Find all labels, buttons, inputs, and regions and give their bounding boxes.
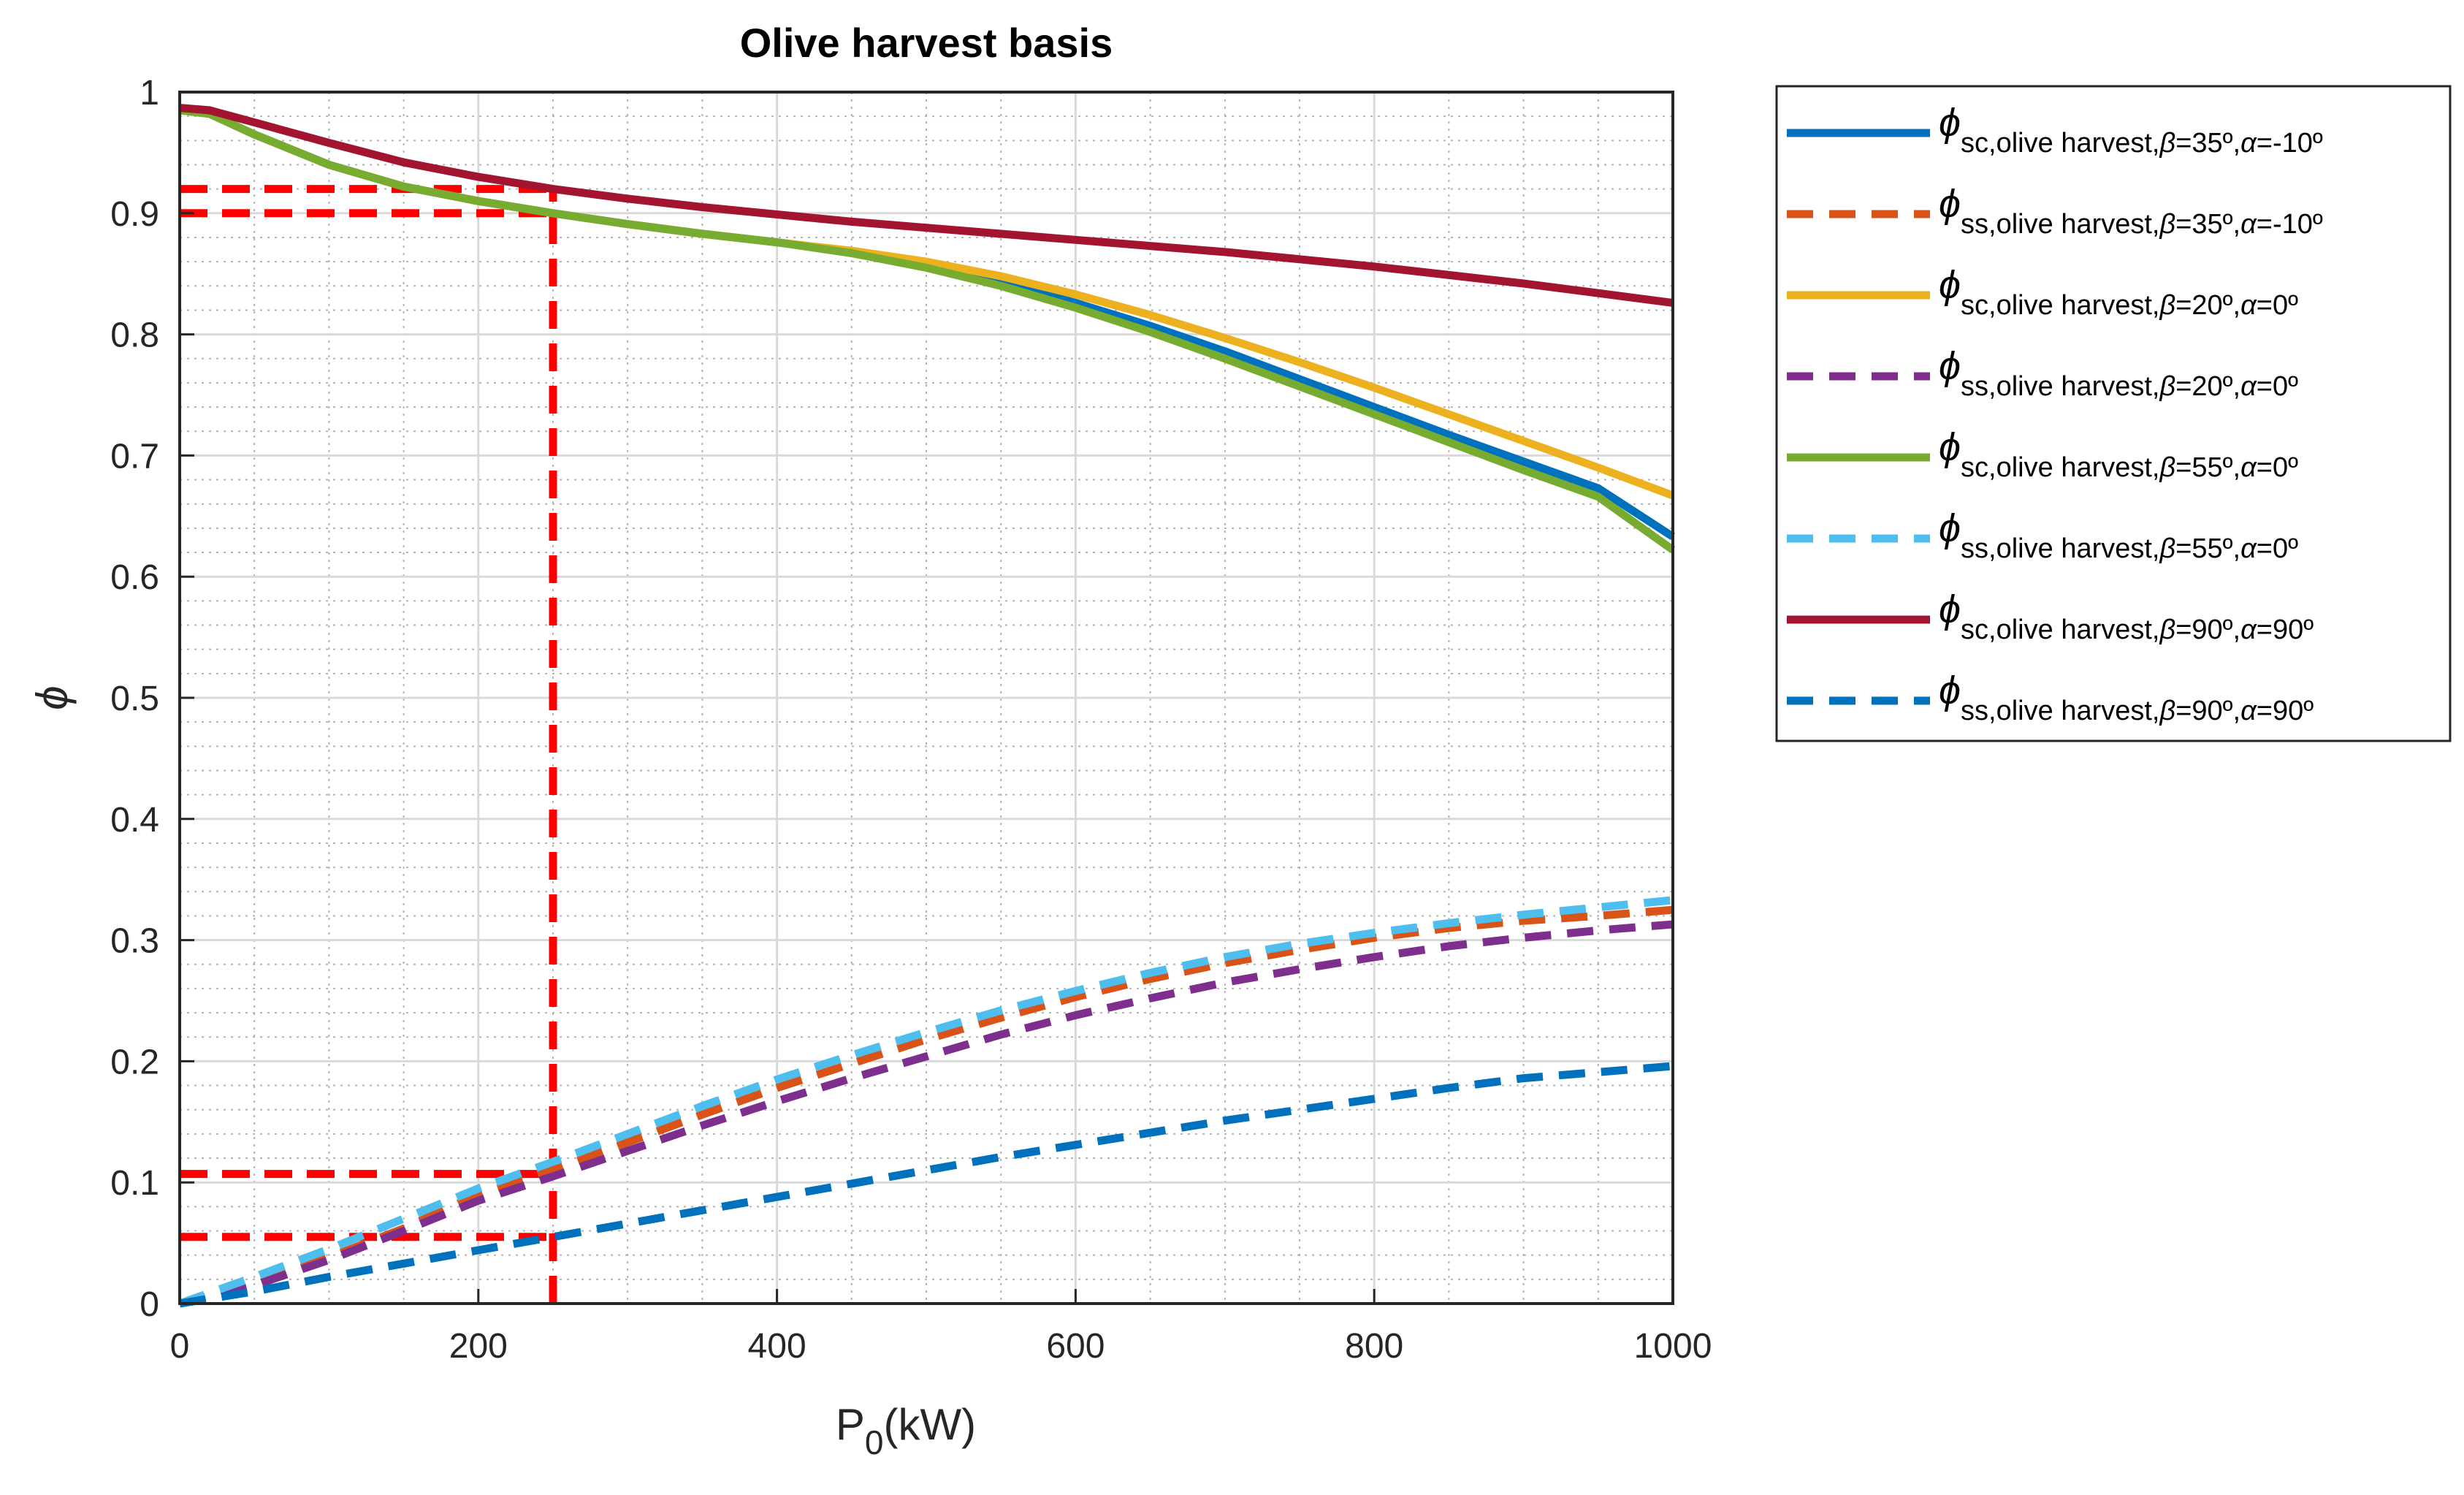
x-tick-label: 600	[1046, 1327, 1105, 1366]
y-tick-label: 0.6	[110, 558, 159, 597]
reference-lines	[180, 185, 557, 1304]
legend: ϕsc,olive harvest,β=35º,α=-10º ϕss,olive …	[1775, 85, 2452, 742]
x-tick-label: 200	[449, 1327, 508, 1366]
y-tick-label: 0.1	[110, 1164, 159, 1203]
axis-ticks	[178, 91, 1674, 1305]
legend-entry-1: ϕsc,olive harvest,β=35º,α=-10º	[1939, 101, 2323, 159]
series-line-6	[178, 896, 1674, 1308]
chart-title: Olive harvest basis	[740, 20, 1113, 66]
x-tick-labels: 0 200 400 600 800 1000	[170, 1327, 1712, 1366]
legend-entry-5: ϕsc,olive harvest,β=55º,α=0º	[1939, 425, 2298, 483]
x-tick-label: 0	[170, 1327, 190, 1366]
legend-entry-2: ϕss,olive harvest,β=35º,α=-10º	[1939, 182, 2323, 240]
x-tick-label: 400	[748, 1327, 806, 1366]
x-axis-label: P0(kW)	[836, 1400, 976, 1461]
legend-box	[1775, 85, 2452, 742]
y-tick-label: 1	[140, 74, 159, 113]
y-tick-label: 0.4	[110, 801, 159, 840]
y-tick-label: 0.7	[110, 437, 159, 476]
legend-entry-8: ϕss,olive harvest,β=90º,α=90º	[1939, 669, 2314, 726]
y-tick-label: 0.3	[110, 922, 159, 961]
legend-entry-4: ϕss,olive harvest,β=20º,α=0º	[1939, 344, 2298, 402]
series-line-7	[179, 104, 1674, 307]
y-tick-labels: 0 0.1 0.2 0.3 0.4 0.5 0.6 0.7 0.8 0.9 1	[110, 74, 159, 1324]
y-tick-label: 0.8	[110, 316, 159, 355]
y-tick-label: 0.9	[110, 195, 159, 234]
x-tick-label: 1000	[1634, 1327, 1712, 1366]
legend-entry-7: ϕsc,olive harvest,β=90º,α=90º	[1939, 587, 2314, 645]
legend-entry-6: ϕss,olive harvest,β=55º,α=0º	[1939, 506, 2298, 564]
y-tick-label: 0.5	[110, 680, 159, 718]
x-tick-label: 800	[1345, 1327, 1403, 1366]
series-line-4	[178, 920, 1674, 1308]
series-line-5	[179, 106, 1676, 554]
y-tick-label: 0.2	[110, 1043, 159, 1081]
y-tick-label: 0	[140, 1285, 159, 1324]
series-layer	[178, 104, 1676, 1308]
y-axis-label: ϕ	[28, 685, 77, 710]
legend-entry-3: ϕsc,olive harvest,β=20º,α=0º	[1939, 263, 2298, 321]
